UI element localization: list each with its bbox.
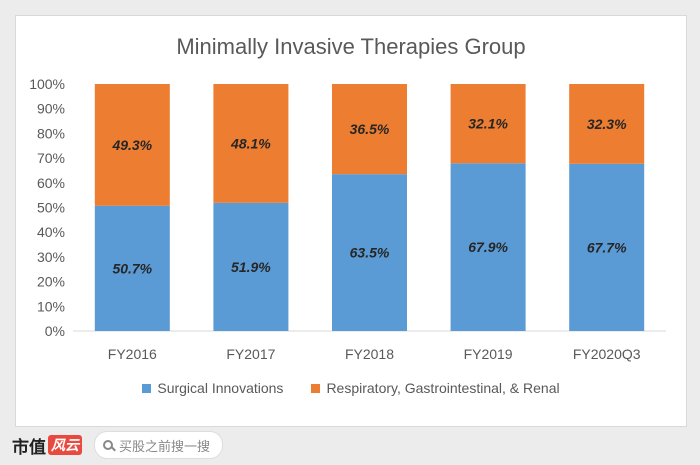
legend-item-respiratory: Respiratory, Gastrointestinal, & Renal — [311, 380, 560, 396]
bar-segment-surgical — [569, 163, 645, 331]
x-tick-label: FY2016 — [108, 346, 157, 362]
data-label: 48.1% — [230, 135, 271, 151]
y-tick-label: 80% — [37, 125, 65, 141]
x-tick-label: FY2019 — [464, 346, 513, 362]
bar-segment-surgical — [94, 205, 170, 331]
y-tick-label: 50% — [37, 200, 65, 216]
bar-segment-respiratory — [569, 84, 645, 164]
data-label: 32.3% — [587, 116, 627, 132]
bar-segment-respiratory — [213, 84, 289, 203]
y-tick-label: 70% — [37, 150, 65, 166]
search-placeholder: 买股之前搜一搜 — [119, 439, 211, 455]
legend-label-surgical: Surgical Innovations — [157, 380, 284, 396]
data-label: 67.9% — [468, 239, 508, 255]
legend-item-surgical: Surgical Innovations — [142, 380, 283, 396]
data-label: 50.7% — [112, 260, 152, 276]
brand-name: 市值 — [12, 437, 46, 458]
brand-mark: 风云 — [48, 435, 82, 455]
y-tick-label: 10% — [37, 298, 65, 314]
x-tick-label: FY2020Q3 — [573, 346, 641, 362]
bar-segment-surgical — [332, 174, 407, 331]
y-tick-label: 90% — [37, 101, 65, 117]
legend: Surgical Innovations Respiratory, Gastro… — [16, 380, 686, 396]
data-label: 51.9% — [231, 259, 271, 275]
legend-swatch-surgical — [142, 383, 152, 393]
data-label: 49.3% — [111, 137, 152, 153]
y-tick-label: 30% — [37, 249, 65, 265]
stacked-bar-chart: 0% 10% 20% 30% 40% 50% 60% 70% 80% 90% 100% 50.7% 49… — [29, 76, 666, 362]
bar-segment-surgical — [450, 163, 526, 331]
bar-segment-respiratory — [450, 84, 526, 164]
bar-segment-respiratory — [332, 84, 407, 175]
bar-segment-surgical — [213, 202, 289, 331]
data-label: 36.5% — [350, 121, 390, 137]
data-label: 32.1% — [468, 116, 508, 132]
x-tick-label: FY2017 — [226, 346, 275, 362]
data-label: 63.5% — [350, 245, 390, 261]
chart-title: Minimally Invasive Therapies Group — [176, 34, 526, 59]
legend-swatch-respiratory — [311, 383, 321, 393]
y-tick-label: 0% — [45, 323, 65, 339]
y-tick-label: 20% — [37, 274, 65, 290]
search-icon — [103, 440, 113, 450]
bar-segment-respiratory — [94, 84, 170, 206]
search-box[interactable]: 买股之前搜一搜 — [94, 431, 224, 459]
brand-logo[interactable]: 市值 风云 — [12, 433, 82, 458]
y-tick-label: 60% — [37, 175, 65, 191]
footer-bar: 市值 风云 买股之前搜一搜 — [0, 425, 700, 465]
data-label: 67.7% — [587, 239, 627, 255]
y-tick-label: 100% — [29, 76, 65, 92]
chart-card: Minimally Invasive Therapies Group 0% 10%… — [15, 15, 687, 427]
y-tick-label: 40% — [37, 224, 65, 240]
legend-label-respiratory: Respiratory, Gastrointestinal, & Renal — [326, 380, 560, 396]
x-tick-label: FY2018 — [345, 346, 394, 362]
